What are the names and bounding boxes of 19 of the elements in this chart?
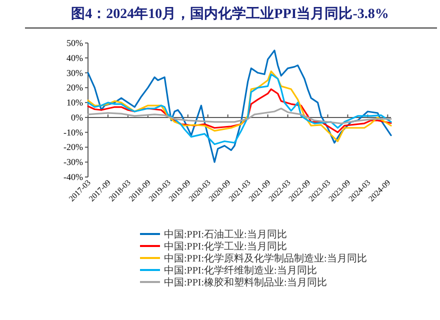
line-series — [87, 108, 392, 124]
y-tick-label: 30% — [66, 68, 84, 78]
legend-label: 中国:PPI:橡胶和塑料制品业:当月同比 — [164, 276, 327, 288]
y-tick-label: 20% — [66, 82, 84, 93]
line-series — [87, 50, 392, 163]
y-tick-label: 10% — [66, 98, 84, 108]
legend-label: 中国:PPI:化学原料及化学制品制造业:当月同比 — [164, 252, 367, 264]
legend-label: 中国:PPI:化学纤维制造业:当月同比 — [164, 264, 317, 276]
line-series — [87, 88, 392, 134]
legend-label: 中国:PPI:化学工业:当月同比 — [164, 240, 287, 252]
y-tick-label: -30% — [64, 157, 84, 168]
y-tick-label: 50% — [66, 38, 84, 48]
y-tick-label: -10% — [64, 127, 84, 138]
chart-title: 图4：2024年10月，国内化学工业PPI当月同比-3.8% — [71, 6, 389, 22]
legend-label: 中国:PPI:石油工业:当月同比 — [164, 228, 287, 240]
y-tick-label: 40% — [66, 52, 84, 63]
y-tick-label: -20% — [64, 142, 84, 152]
y-tick-label: -40% — [64, 172, 84, 182]
y-tick-label: 0% — [71, 112, 84, 122]
